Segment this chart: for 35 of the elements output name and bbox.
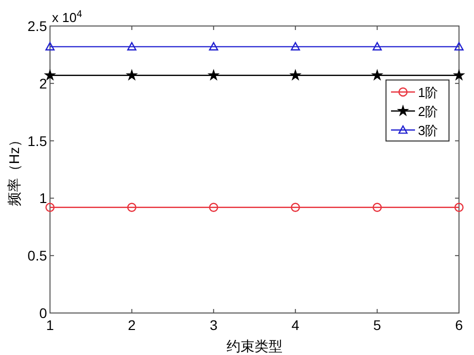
point xyxy=(127,202,136,212)
x-tick-label: 2 xyxy=(128,317,136,333)
y-tick-label: 1.5 xyxy=(28,132,48,149)
y-tick-label: 2 xyxy=(39,75,48,92)
point xyxy=(454,42,464,50)
x-axis-title: 约束类型 xyxy=(226,338,282,354)
legend-label: 2阶 xyxy=(418,104,438,119)
y-tick-label: 2.5 xyxy=(28,18,48,34)
point xyxy=(372,70,382,80)
point xyxy=(45,202,55,212)
point xyxy=(290,70,300,80)
text: x 10$^{4}$ xyxy=(52,8,83,25)
point xyxy=(372,42,382,50)
point xyxy=(45,42,55,50)
legend-label: 3阶 xyxy=(418,123,438,138)
point xyxy=(372,202,382,212)
x-tick-label: 3 xyxy=(210,317,218,333)
point xyxy=(44,70,56,80)
x-tick-label: 4 xyxy=(292,317,300,333)
point xyxy=(290,202,300,212)
x-tick-label: 6 xyxy=(455,317,464,333)
point xyxy=(209,202,218,212)
point xyxy=(454,70,464,80)
point xyxy=(209,42,218,50)
point xyxy=(454,202,464,212)
legend-label: 1阶 xyxy=(418,85,438,100)
point xyxy=(126,70,137,80)
point xyxy=(127,42,136,50)
y-tick-label: 0.5 xyxy=(28,248,48,264)
x-tick-label: 5 xyxy=(373,317,382,333)
point xyxy=(290,42,300,50)
y-axis-title: 频率（Hz） xyxy=(6,132,22,206)
point xyxy=(208,70,219,80)
y-tick-label: 1 xyxy=(39,190,48,206)
y-tick-label: 0 xyxy=(39,305,48,321)
